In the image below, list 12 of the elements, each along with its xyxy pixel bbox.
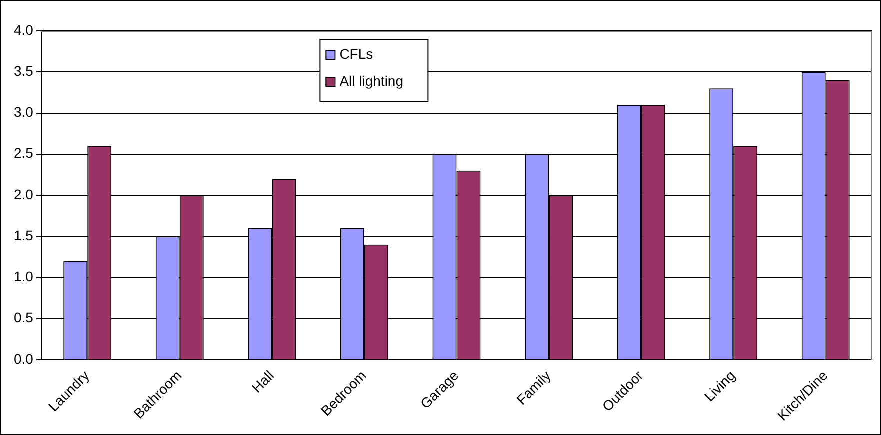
x-tick-label: Hall	[248, 367, 278, 396]
y-tick-label: 0.5	[14, 310, 34, 326]
y-tick-label: 3.0	[14, 104, 34, 120]
y-tick-label: 2.0	[14, 186, 34, 202]
y-tick-label: 1.0	[14, 268, 34, 285]
legend-label: All lighting	[340, 72, 404, 89]
y-tick-label: 4.0	[14, 22, 34, 38]
y-tick-label: 0.0	[14, 350, 34, 367]
y-tick-label: 3.5	[14, 62, 34, 79]
y-tick-label: 1.5	[14, 227, 34, 244]
y-tick-label: 2.5	[14, 145, 34, 162]
legend-label: CFLs	[340, 46, 374, 62]
